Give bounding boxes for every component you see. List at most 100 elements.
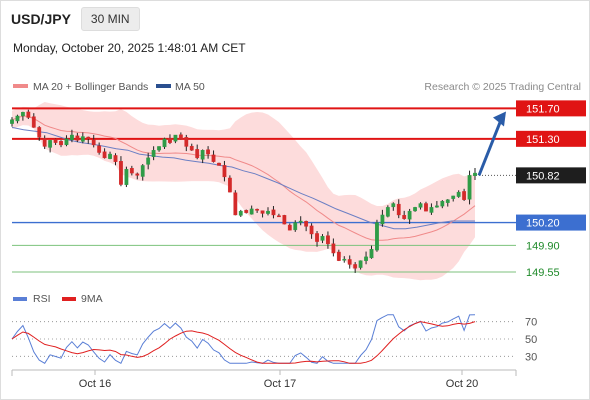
candle-body	[168, 138, 172, 143]
rsi-tick-label: 70	[525, 317, 537, 329]
chart-datetime: Monday, October 20, 2025 1:48:01 AM CET	[13, 41, 246, 55]
candle-body	[140, 165, 145, 177]
forecast-arrow-head	[493, 111, 506, 127]
candle-body	[184, 137, 189, 147]
ma20-line	[11, 115, 476, 241]
rsi-line	[11, 314, 476, 364]
candle-body	[467, 175, 472, 200]
candle-body	[146, 157, 151, 165]
candle-body	[380, 214, 385, 225]
candle-body	[402, 215, 407, 219]
ma50-line	[11, 126, 475, 230]
candle-body	[391, 203, 396, 208]
candle-body	[102, 151, 107, 159]
candlesticks	[10, 109, 477, 273]
candle-body	[277, 215, 281, 218]
candle-body	[53, 138, 58, 143]
resistance-label: 151.30	[526, 134, 560, 146]
candle-body	[407, 210, 412, 220]
candle-body	[15, 115, 20, 122]
resistance-label-box	[516, 130, 586, 147]
candle-body	[206, 149, 210, 155]
support-label-box	[516, 214, 586, 231]
candle-body	[135, 173, 140, 176]
candle-body	[364, 256, 368, 261]
timeframe-badge[interactable]: 30 MIN	[80, 7, 140, 31]
rsi-ma-line	[11, 321, 476, 364]
title-box: USD/JPY 30 MIN	[4, 6, 140, 32]
moving-averages	[11, 115, 476, 241]
candle-body	[238, 210, 243, 216]
candle-body	[456, 191, 461, 197]
candle-body	[222, 165, 227, 178]
rsi-tick-label: 50	[525, 334, 537, 346]
candle-body	[418, 203, 423, 208]
candle-body	[178, 134, 183, 140]
last-price-label: 150.82	[526, 170, 560, 182]
candle-body	[108, 153, 112, 159]
candle-body	[113, 155, 118, 162]
candle-body	[336, 251, 341, 261]
candle-body	[255, 208, 260, 211]
candle-body	[451, 195, 456, 199]
candle-body	[309, 225, 314, 235]
candle-body	[59, 141, 63, 146]
candle-body	[315, 233, 319, 242]
candle-body	[385, 207, 390, 217]
forecast-arrow-shaft	[477, 121, 502, 176]
candle-body	[173, 134, 178, 142]
candle-body	[10, 119, 14, 124]
candle-body	[293, 222, 298, 231]
candle-body	[233, 192, 238, 216]
candle-body	[211, 154, 216, 162]
x-tick-label: Oct 16	[79, 378, 111, 390]
rsi-ma-legend-swatch	[62, 297, 76, 301]
candle-body	[200, 150, 205, 160]
candle-body	[424, 203, 428, 212]
research-credit: Research © 2025 Trading Central	[424, 81, 581, 93]
candle-body	[157, 146, 161, 151]
candle-body	[26, 111, 31, 118]
candle-body	[320, 236, 325, 241]
candle-body	[42, 138, 47, 147]
candle-body	[282, 215, 287, 225]
candle-body	[70, 134, 74, 141]
candle-body	[48, 140, 53, 148]
rsi-tick-label: 30	[525, 351, 537, 363]
rsi-panel: 70 50 30	[11, 314, 537, 364]
candle-body	[244, 210, 249, 213]
resistance-label: 151.70	[526, 103, 560, 115]
candle-body	[20, 111, 25, 117]
ma50-legend-label: MA 50	[175, 81, 205, 93]
candle-body	[86, 136, 91, 140]
candle-body	[124, 169, 129, 185]
rsi-legend-swatch	[13, 297, 27, 301]
candle-body	[75, 135, 80, 141]
candle-body	[189, 145, 194, 151]
candle-body	[271, 209, 276, 216]
target-label: 149.90	[526, 240, 560, 252]
candle-body	[266, 210, 270, 214]
ma20-legend-label: MA 20 + Bollinger Bands	[33, 81, 148, 93]
x-tick-label: Oct 17	[264, 378, 296, 390]
candle-body	[195, 149, 200, 159]
candle-body	[249, 208, 254, 215]
x-axis: Oct 16 Oct 17 Oct 20	[11, 369, 517, 390]
last-price-label-box	[516, 167, 586, 184]
candle-body	[358, 260, 363, 268]
forecast-arrow	[477, 111, 506, 176]
candle-body	[91, 139, 96, 146]
candle-body	[64, 138, 69, 145]
candle-body	[298, 220, 303, 223]
candle-body	[342, 258, 347, 261]
ma50-legend-swatch	[156, 84, 171, 88]
candle-body	[331, 243, 336, 254]
rsi-ma-legend-label: 9MA	[81, 293, 103, 305]
candle-body	[162, 138, 167, 148]
support-label: 150.20	[526, 218, 560, 230]
candle-body	[37, 127, 42, 138]
candle-body	[396, 203, 401, 216]
candle-body	[217, 162, 221, 166]
candle-body	[31, 116, 36, 128]
